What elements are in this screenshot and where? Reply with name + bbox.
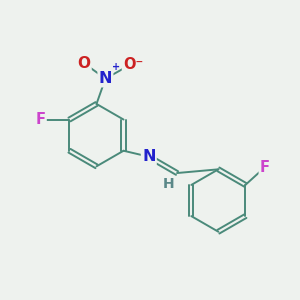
Text: +: + xyxy=(112,62,120,72)
Text: N: N xyxy=(142,149,155,164)
Text: N: N xyxy=(99,71,112,86)
Text: F: F xyxy=(260,160,270,175)
Text: H: H xyxy=(162,177,174,191)
Text: O⁻: O⁻ xyxy=(123,57,143,72)
Text: O: O xyxy=(77,56,91,71)
Text: F: F xyxy=(36,112,46,127)
